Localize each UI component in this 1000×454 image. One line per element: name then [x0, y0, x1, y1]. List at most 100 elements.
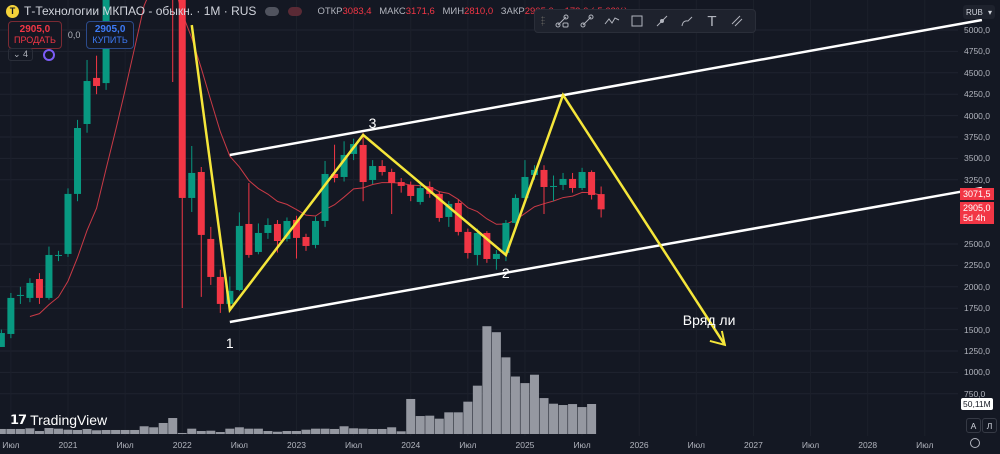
volume-bar [520, 383, 530, 434]
candle-body [550, 185, 558, 187]
volume-bar [434, 418, 444, 434]
candle-body [245, 223, 253, 255]
volume-bar [339, 426, 349, 434]
candle-body [26, 282, 34, 298]
volume-bar [291, 431, 301, 434]
candle-body [407, 184, 415, 196]
time-label: Июл [116, 440, 134, 450]
volume-bar [482, 326, 492, 434]
volume-bar [263, 431, 273, 434]
annotation-label[interactable]: 2 [501, 264, 510, 281]
log-scale-button[interactable]: Л [982, 418, 997, 433]
annotation-label[interactable]: Вряд ли [682, 312, 736, 329]
volume-bar [168, 418, 178, 434]
trend-channel-icon[interactable] [554, 13, 570, 29]
drawing-toolbar: T [534, 9, 756, 33]
volume-bar [149, 427, 159, 434]
drawings[interactable] [190, 18, 983, 347]
indicators-toggle[interactable]: ⌄ 4 [8, 48, 34, 61]
arrowhead-icon [709, 330, 727, 347]
volume-bar [34, 431, 44, 434]
volume-bar [396, 431, 406, 434]
brush-icon[interactable] [679, 13, 695, 29]
time-label: Июл [459, 440, 477, 450]
volume-bar [73, 429, 83, 434]
price-label: 2250,0 [964, 260, 990, 271]
collapse-icon[interactable] [265, 6, 280, 16]
candle-body [540, 169, 548, 187]
path-icon[interactable] [604, 13, 620, 29]
volume-bar [44, 428, 54, 434]
volume-bar [225, 428, 235, 434]
candle-body [74, 128, 82, 194]
price-label: 2000,0 [964, 281, 990, 292]
time-label: Июл [687, 440, 705, 450]
annotation-label[interactable]: 1 [225, 335, 234, 352]
volume-bar [558, 405, 568, 434]
candle-body [464, 231, 472, 253]
volume-bar [63, 429, 73, 434]
candle-body [388, 172, 396, 183]
menu-icon[interactable] [288, 6, 303, 16]
candle-body [235, 225, 243, 290]
volume-bar [453, 412, 463, 434]
candle-body [483, 232, 491, 259]
volume-bar [0, 428, 6, 434]
rectangle-icon[interactable] [629, 13, 645, 29]
candle-body [521, 176, 529, 198]
volume-bar [101, 429, 111, 434]
indicators-row: ⌄ 4 [8, 48, 56, 61]
drag-handle-icon[interactable] [541, 16, 545, 26]
sell-button[interactable]: 2905,0 ПРОДАТЬ [8, 21, 62, 49]
volume-bar [92, 430, 102, 434]
volume-bar [15, 428, 25, 434]
tradingview-mark-icon: 𝟭𝟳 [10, 412, 27, 427]
candle-body [283, 220, 291, 239]
volume-bar [206, 430, 216, 434]
volume-bar [358, 428, 368, 434]
candle-body [569, 178, 577, 189]
time-label: 2028 [858, 440, 878, 450]
measure-icon[interactable] [729, 13, 745, 29]
info-line-icon[interactable] [654, 13, 670, 29]
symbol-title[interactable]: Т-Технологии МКПАО - обыкн. · 1М · RUS [24, 4, 257, 18]
price-label: 1000,0 [964, 367, 990, 378]
candle-body [226, 290, 234, 304]
volume-bar [311, 428, 321, 434]
volume-bar [472, 385, 482, 434]
volume-bar [215, 432, 225, 434]
price-label: 2500,0 [964, 239, 990, 249]
candle-body [511, 197, 519, 223]
candle-body [445, 203, 453, 217]
text-icon[interactable]: T [707, 12, 717, 30]
time-label: Июл [230, 440, 248, 450]
volume-bar [368, 428, 378, 434]
price-label: 3500,0 [964, 153, 990, 164]
volume-bar [510, 376, 520, 434]
spread: 0,0 [67, 30, 81, 40]
volume-bar [301, 429, 311, 434]
candle-body [273, 223, 281, 242]
currency-select[interactable]: RUB ▾ [963, 5, 995, 19]
candle-body [340, 154, 348, 177]
candle-body [588, 172, 596, 195]
annotation-label[interactable]: 3 [368, 115, 377, 132]
candle-body [264, 224, 272, 233]
tradingview-logo: 𝟭𝟳 TradingView [10, 412, 108, 428]
gear-icon[interactable] [970, 438, 980, 448]
candle-body [378, 166, 386, 173]
sync-icon[interactable] [43, 48, 56, 61]
buy-button[interactable]: 2905,0 КУПИТЬ [86, 21, 134, 49]
trend-line-icon[interactable] [579, 13, 595, 29]
price-tag: 2905,0 5d 4h [960, 202, 994, 224]
symbol-logo: T [6, 4, 19, 18]
time-label: Июл [801, 440, 820, 450]
price-label: 4000,0 [964, 110, 990, 121]
time-label: 2021 [58, 440, 78, 450]
volume-bar [406, 398, 416, 434]
auto-scale-button[interactable]: A [966, 418, 981, 433]
volume-bar [568, 404, 578, 434]
candle-body [578, 172, 586, 189]
volume-bar [539, 398, 549, 434]
